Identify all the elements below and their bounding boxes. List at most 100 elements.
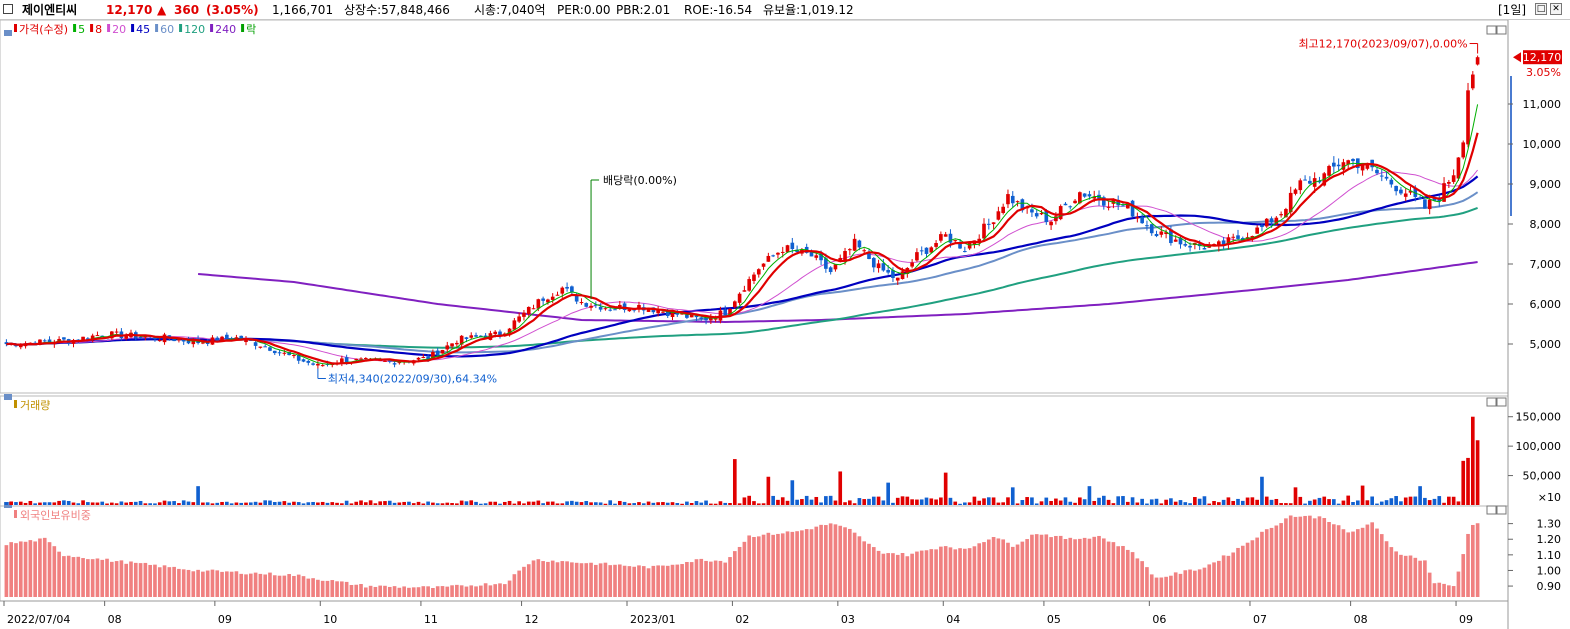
foreign-bar [14,543,18,597]
foreign-bar [81,558,85,597]
volume-bar [1461,460,1466,505]
volume-bar [1255,499,1259,505]
legend-swatch [90,24,94,32]
price-panel-maximize-icon[interactable] [1496,25,1507,35]
foreign-bar [1432,583,1437,597]
foreign-bar [86,559,90,597]
volume-bar [81,500,85,505]
volume-bar [1092,500,1097,505]
volume-bar [1106,499,1111,505]
volume-bar [800,499,804,505]
volume: 1,166,701 [272,3,334,17]
price-scroll-bar[interactable] [1510,76,1512,216]
volume-panel-minimize-icon[interactable] [1486,397,1497,407]
foreign-bar [258,573,263,597]
volume-bar [210,503,215,505]
candle-body [1020,199,1025,211]
foreign-bar [895,554,900,597]
last-price-badge [1523,50,1562,65]
candle-body [1379,175,1384,177]
foreign-panel-maximize-icon[interactable] [1496,505,1507,515]
pbr: PBR:2.01 [616,3,671,17]
legend-item-2: 8 [95,23,102,36]
foreign-bar [603,562,608,597]
candle-body [589,305,593,308]
volume-bar [474,501,478,505]
volume-bar [699,502,704,505]
foreign-bar [344,581,349,597]
candle-body [421,356,426,358]
period-selector[interactable]: [1일] [1498,3,1527,17]
foreign-bar [1058,535,1063,597]
foreign-bar [1322,518,1327,597]
volume-bar [1101,495,1106,505]
volume-bar [1475,440,1480,505]
volume-bar [1025,497,1029,505]
x-tick-label: 2022/07/04 [7,613,70,626]
foreign-bar [1308,515,1312,597]
foreign-bar [776,533,780,597]
volume-bar [876,496,881,505]
volume-bar [1034,503,1039,505]
price-tick-label: 10,000 [1523,138,1562,151]
foreign-bar [1183,570,1188,597]
candle-body [277,352,282,354]
volume-bar [14,502,18,505]
volume-bar [785,500,790,505]
volume-panel-maximize-icon[interactable] [1496,397,1507,407]
volume-bar [526,501,531,505]
candle-body [1078,192,1082,204]
foreign-bar [574,562,579,597]
candle-body [1101,197,1106,206]
legend-item-7: 240 [215,23,236,36]
foreign-panel-minimize-icon[interactable] [1486,505,1497,515]
volume-bar [38,502,42,505]
volume-bar [1202,496,1207,505]
foreign-bar [555,562,560,597]
price-panel-minimize-icon[interactable] [1486,25,1497,35]
volume-bar [986,497,991,505]
volume-bar [114,503,119,505]
candle-body [296,354,301,361]
volume-bar [1260,476,1264,505]
foreign-bar [301,576,306,597]
volume-bar [167,501,172,505]
foreign-bar [1288,515,1293,597]
volume-bar [253,501,258,505]
foreign-bar [804,529,809,597]
volume-bar [301,503,306,505]
volume-bar [857,498,862,505]
volume-bar [1006,497,1010,505]
candle-body [282,352,287,354]
foreign-bar [157,567,162,597]
volume-bar [1432,498,1437,505]
foreign-bar [1413,557,1418,597]
volume-bar [1188,503,1192,505]
candle-body [1202,248,1207,250]
volume-tick-label: 50,000 [1523,470,1562,483]
candle-body [287,352,291,356]
volume-bar [924,497,929,505]
volume-bar [349,503,354,505]
volume-bar [363,502,368,505]
candle-body [771,255,775,257]
foreign-bar [57,551,61,597]
candle-body [1250,235,1255,239]
candle-body [785,245,790,253]
foreign-bar [162,565,167,597]
candle-body [828,267,833,273]
foreign-bar [62,556,66,597]
candle-body [939,234,943,241]
foreign-bar [848,528,852,597]
maximize-icon[interactable]: □ [1535,3,1547,15]
select-checkbox[interactable] [3,4,13,14]
foreign-bar [809,529,814,597]
candle-body [895,277,900,281]
volume-bar [809,499,814,505]
candle-body [426,356,430,360]
foreign-bar [1456,571,1461,597]
candle-body [1039,213,1044,215]
foreign-bar [340,581,344,597]
foreign-bar [977,543,982,597]
close-icon[interactable]: ✕ [1550,3,1562,15]
